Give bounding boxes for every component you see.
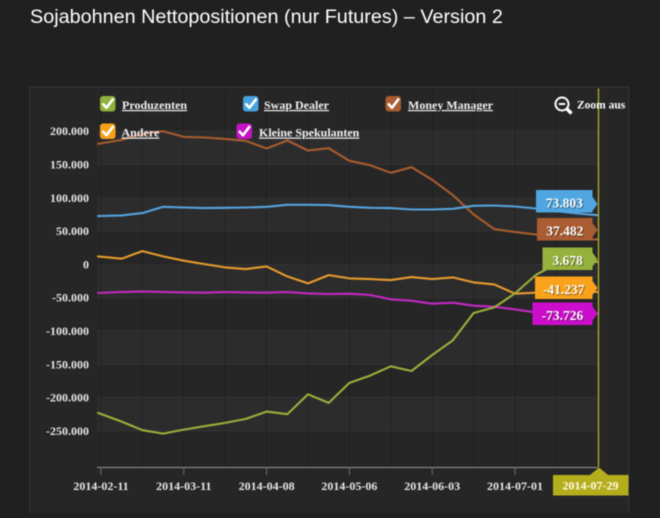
- svg-text:2014-02-11: 2014-02-11: [73, 479, 128, 493]
- svg-text:100.000: 100.000: [50, 191, 89, 205]
- svg-text:-200.000: -200.000: [46, 391, 89, 405]
- svg-text:-100.000: -100.000: [46, 324, 89, 338]
- svg-text:-250.000: -250.000: [46, 424, 89, 438]
- svg-text:3.678: 3.678: [552, 253, 583, 268]
- svg-text:200.000: 200.000: [50, 124, 89, 138]
- svg-text:37.482: 37.482: [546, 223, 583, 238]
- svg-text:2014-03-11: 2014-03-11: [156, 479, 211, 493]
- svg-text:150.000: 150.000: [50, 158, 89, 172]
- svg-text:2014-06-03: 2014-06-03: [404, 479, 460, 493]
- svg-text:Kleine Spekulanten: Kleine Spekulanten: [259, 126, 360, 140]
- svg-text:2014-07-29: 2014-07-29: [563, 479, 619, 493]
- svg-text:Produzenten: Produzenten: [122, 98, 187, 112]
- svg-text:Swap Dealer: Swap Dealer: [264, 98, 330, 112]
- svg-text:-73.726: -73.726: [542, 308, 584, 323]
- svg-text:-150.000: -150.000: [46, 357, 89, 371]
- svg-text:73.803: 73.803: [546, 195, 583, 210]
- svg-text:2014-07-01: 2014-07-01: [487, 479, 543, 493]
- svg-text:-50.000: -50.000: [52, 291, 89, 305]
- svg-text:Sojabohnen Nettopositionen (nu: Sojabohnen Nettopositionen (nur Futures)…: [30, 6, 503, 28]
- svg-text:Zoom aus: Zoom aus: [577, 100, 626, 112]
- svg-text:50.000: 50.000: [56, 224, 89, 238]
- svg-text:0: 0: [83, 257, 89, 271]
- svg-text:2014-05-06: 2014-05-06: [321, 479, 377, 493]
- svg-text:2014-04-08: 2014-04-08: [239, 479, 295, 493]
- svg-text:Andere: Andere: [122, 126, 160, 140]
- svg-text:-41.237: -41.237: [543, 282, 585, 297]
- svg-text:Money Manager: Money Manager: [408, 98, 494, 112]
